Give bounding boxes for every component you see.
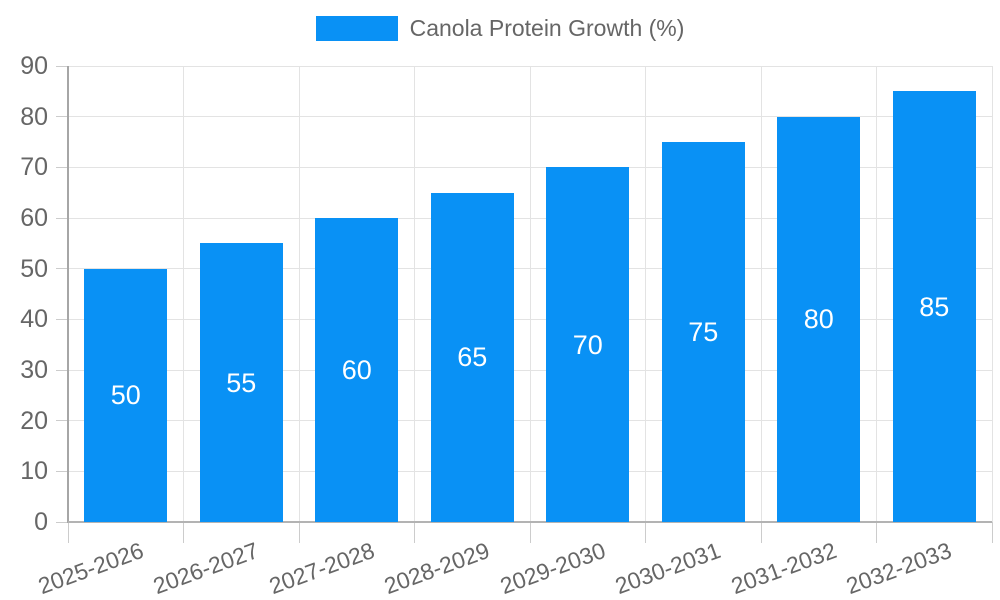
y-tick-mark	[56, 318, 68, 320]
bar-value-label: 65	[457, 342, 488, 373]
bar-value-label: 70	[572, 329, 603, 360]
x-gridline	[645, 66, 646, 522]
x-axis-line	[68, 521, 992, 523]
x-gridline	[414, 66, 415, 522]
x-tick-mark	[991, 522, 993, 543]
bar-value-label: 75	[688, 317, 719, 347]
bar-value-label: 50	[110, 380, 141, 411]
x-tick-mark	[414, 522, 415, 543]
x-tick-mark	[876, 522, 877, 543]
y-axis-tick-label: 40	[20, 305, 48, 334]
x-tick-mark	[529, 522, 531, 543]
bar-value-label: 85	[919, 291, 950, 322]
bar	[430, 192, 514, 522]
y-tick-mark	[56, 268, 68, 270]
bar	[84, 268, 168, 522]
x-gridline	[760, 66, 762, 522]
x-gridline	[298, 66, 300, 522]
x-axis-tick-label: 2025-2026	[34, 537, 147, 600]
legend-color-swatch	[315, 16, 398, 41]
x-gridline	[183, 66, 184, 522]
y-tick-mark	[56, 166, 68, 168]
y-axis-tick-label: 90	[20, 52, 48, 80]
y-axis-tick-label: 80	[20, 102, 48, 131]
x-axis-tick-label: 2031-2032	[727, 537, 840, 600]
x-gridline	[529, 66, 531, 522]
bar	[546, 167, 630, 522]
x-axis-tick-label: 2030-2031	[611, 537, 725, 600]
y-tick-mark	[56, 521, 68, 523]
y-axis-tick-label: 50	[20, 254, 48, 283]
x-tick-mark	[645, 522, 646, 543]
bar-value-label: 80	[803, 304, 834, 335]
bar-value-label: 60	[341, 355, 372, 385]
legend-label: Canola Protein Growth (%)	[409, 15, 685, 41]
x-gridline	[991, 66, 993, 522]
x-axis-tick-label: 2027-2028	[265, 537, 378, 600]
x-tick-mark	[183, 522, 184, 543]
y-tick-mark	[56, 420, 68, 422]
x-tick-mark	[67, 522, 69, 543]
y-axis-tick-label: 0	[34, 508, 48, 536]
y-tick-mark	[56, 369, 68, 371]
x-tick-mark	[298, 522, 300, 543]
x-axis-tick-label: 2032-2033	[842, 537, 956, 600]
y-axis-tick-label: 30	[20, 356, 48, 384]
x-gridline	[876, 66, 877, 522]
y-axis-tick-label: 70	[20, 153, 48, 182]
y-axis-tick-label: 60	[20, 204, 48, 232]
x-axis-tick-label: 2028-2029	[380, 537, 494, 600]
chart-legend[interactable]: Canola Protein Growth (%)	[0, 16, 1000, 41]
y-tick-mark	[56, 65, 68, 67]
bar	[315, 218, 399, 522]
y-tick-mark	[56, 217, 68, 219]
y-tick-mark	[56, 116, 68, 118]
bar	[661, 142, 745, 522]
x-tick-mark	[760, 522, 762, 543]
x-axis-tick-label: 2026-2027	[149, 537, 263, 600]
bar	[777, 116, 861, 522]
bar	[892, 91, 976, 522]
y-axis-line	[67, 66, 69, 523]
y-axis-tick-label: 20	[20, 406, 48, 435]
y-tick-mark	[56, 470, 68, 472]
bar-value-label: 55	[226, 367, 257, 398]
y-axis-tick-label: 10	[20, 457, 48, 486]
bar	[199, 243, 283, 522]
x-axis-tick-label: 2029-2030	[496, 537, 609, 600]
